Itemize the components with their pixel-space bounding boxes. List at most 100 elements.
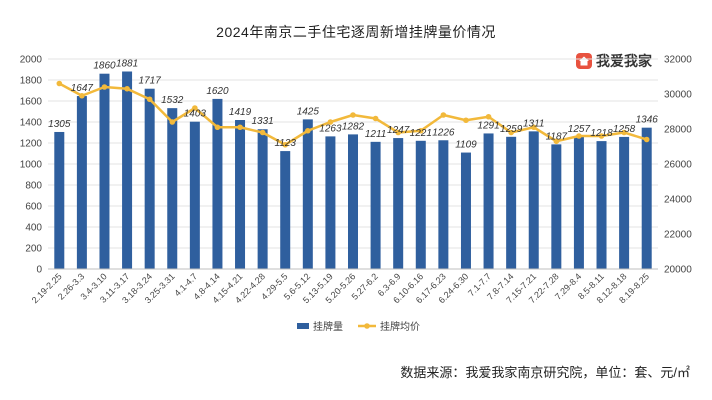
bar (619, 136, 630, 269)
bar-data-label: 1211 (365, 129, 387, 140)
bar-data-label: 1620 (206, 86, 229, 97)
y-left-tick-label: 2000 (20, 55, 43, 66)
line-point (79, 92, 85, 99)
line-point (576, 133, 582, 139)
line-point (508, 129, 514, 136)
bar (641, 127, 652, 269)
bar-data-label: 1532 (161, 95, 184, 106)
bar-data-label: 1881 (116, 58, 138, 69)
x-tick-label: 2.19-2.25 (30, 271, 64, 305)
logo-text: 我爱我家 (596, 53, 652, 69)
line-point (440, 112, 447, 118)
line-point (259, 129, 266, 136)
bar-data-label: 1218 (590, 128, 613, 139)
bar (280, 151, 291, 269)
y-left-tick-label: 1200 (20, 139, 43, 150)
line-point (214, 124, 221, 131)
line-point (101, 84, 108, 90)
line-point (372, 115, 379, 122)
legend-line-marker (364, 323, 370, 329)
bar (483, 133, 494, 269)
bar (506, 136, 517, 269)
line-point (169, 119, 176, 125)
line-point (417, 127, 424, 134)
line-point (305, 127, 311, 134)
y-left-tick-label: 1800 (20, 76, 43, 87)
y-right-tick-label: 22000 (664, 230, 692, 241)
bar (302, 119, 313, 269)
bar (235, 120, 246, 269)
bar-data-label: 1247 (387, 125, 410, 136)
legend-bar-swatch (297, 323, 309, 329)
line-point (530, 124, 537, 131)
line-point (395, 129, 401, 136)
y-right-tick-label: 32000 (664, 55, 692, 66)
y-right-tick-label: 28000 (664, 125, 692, 136)
legend-line-label: 挂牌均价 (380, 320, 420, 333)
bar (144, 88, 155, 269)
bar-data-label: 1123 (274, 138, 296, 149)
bar-data-label: 1259 (500, 124, 523, 135)
line-point (237, 124, 243, 131)
line-point (621, 129, 627, 136)
bar (370, 141, 381, 269)
y-left-tick-label: 1400 (20, 118, 43, 129)
source-note: 数据来源：我爱我家南京研究院，单位：套、元/㎡ (400, 365, 690, 380)
bar (573, 137, 584, 269)
bar (528, 131, 539, 269)
y-left-tick-label: 0 (36, 265, 42, 276)
bar-data-label: 1346 (636, 115, 659, 126)
bar-data-label: 1647 (71, 83, 94, 94)
bar-data-label: 1226 (432, 127, 455, 138)
bar-data-label: 1425 (297, 106, 320, 117)
bar (189, 121, 200, 269)
y-left-tick-label: 1000 (20, 160, 43, 171)
line-point (327, 119, 334, 125)
line-point (350, 112, 356, 118)
bar-data-label: 1221 (410, 128, 432, 139)
bar (122, 71, 133, 270)
bar (348, 134, 358, 269)
line-point (56, 80, 63, 87)
line-point (463, 117, 469, 124)
bar-data-label: 1109 (455, 140, 477, 151)
bar (54, 131, 65, 269)
y-left-tick-label: 1600 (20, 97, 43, 108)
bar-data-label: 1419 (229, 107, 252, 118)
y-right-tick-label: 26000 (664, 160, 692, 171)
bar (393, 138, 404, 269)
bar (212, 98, 223, 270)
y-right-tick-label: 30000 (664, 90, 692, 101)
y-left-tick-label: 600 (25, 202, 42, 213)
bar (257, 129, 268, 269)
bar-data-label: 1187 (546, 131, 568, 142)
bar-data-label: 1331 (252, 116, 274, 127)
bar (99, 73, 110, 269)
bar-data-label: 1263 (319, 123, 342, 134)
bar (76, 96, 87, 269)
bar-data-label: 1860 (93, 61, 116, 72)
line-point (146, 96, 153, 103)
bar-data-label: 1311 (523, 118, 545, 129)
legend-bar-label: 挂牌量 (313, 320, 343, 333)
line-point (282, 141, 289, 148)
line-point (485, 113, 492, 120)
bar-data-label: 1305 (48, 119, 71, 130)
bar-data-label: 1291 (477, 120, 499, 131)
bar (551, 144, 562, 269)
line-point (598, 133, 605, 139)
bar-data-label: 1282 (342, 121, 365, 132)
chart-title: 2024年南京二手住宅逐周新增挂牌量价情况 (216, 24, 496, 40)
bar-data-label: 1403 (184, 109, 207, 120)
brand-logo: 我爱我家 (576, 49, 652, 73)
bar (460, 152, 471, 269)
y-right-tick-label: 20000 (664, 265, 692, 276)
bar (596, 141, 607, 269)
line-point (124, 85, 130, 92)
y-left-tick-label: 800 (25, 181, 42, 192)
bar-data-label: 1257 (568, 124, 591, 135)
bar (438, 140, 449, 269)
y-left-tick-label: 400 (25, 223, 42, 234)
